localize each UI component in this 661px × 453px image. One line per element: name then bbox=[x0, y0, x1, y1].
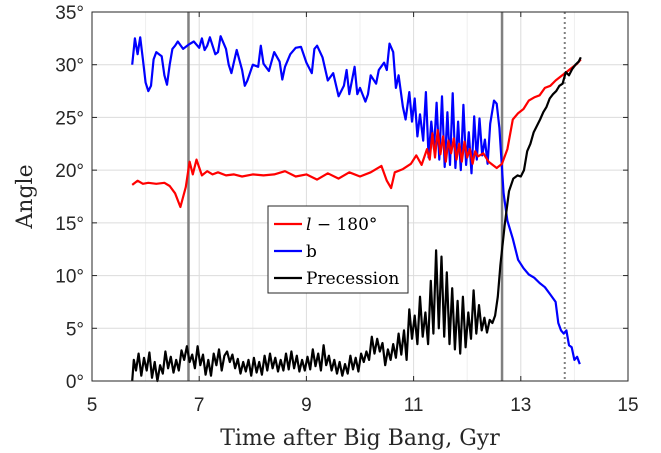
y-tick-label: 20° bbox=[55, 161, 84, 182]
x-tick-label: 13 bbox=[510, 395, 531, 416]
legend-entry: b bbox=[306, 242, 317, 262]
grid bbox=[91, 11, 629, 382]
series-layer bbox=[131, 35, 582, 383]
y-tick-label: 15° bbox=[55, 214, 84, 235]
y-axis-label: Angle bbox=[13, 164, 38, 229]
x-axis-label: Time after Big Bang, Gyr bbox=[220, 426, 500, 451]
legend-entry: Precession bbox=[306, 269, 399, 289]
x-tick-label: 7 bbox=[194, 395, 205, 416]
legend-entry: l − 180° bbox=[306, 215, 377, 235]
y-tick-label: 5° bbox=[66, 319, 84, 340]
x-tick-label: 15 bbox=[617, 395, 638, 416]
x-tick-label: 9 bbox=[301, 395, 312, 416]
x-tick-label: 5 bbox=[87, 395, 98, 416]
series-line-l bbox=[131, 58, 582, 209]
y-tick-label: 30° bbox=[55, 56, 84, 77]
series-line-Precession bbox=[131, 56, 582, 383]
plot-area-border bbox=[91, 11, 629, 382]
series-line-b bbox=[131, 35, 581, 365]
legend: l − 180° b Precession bbox=[267, 205, 409, 294]
y-tick-label: 35° bbox=[55, 3, 84, 24]
y-tick-label: 0° bbox=[66, 372, 84, 393]
axis-ticks: 5 7 9 11 13 15 0° 5° 10° 15° 20° 25° 30° 35° bbox=[55, 3, 638, 416]
y-tick-label: 10° bbox=[55, 267, 84, 288]
y-tick-label: 25° bbox=[55, 108, 84, 129]
x-tick-label: 11 bbox=[404, 395, 424, 416]
